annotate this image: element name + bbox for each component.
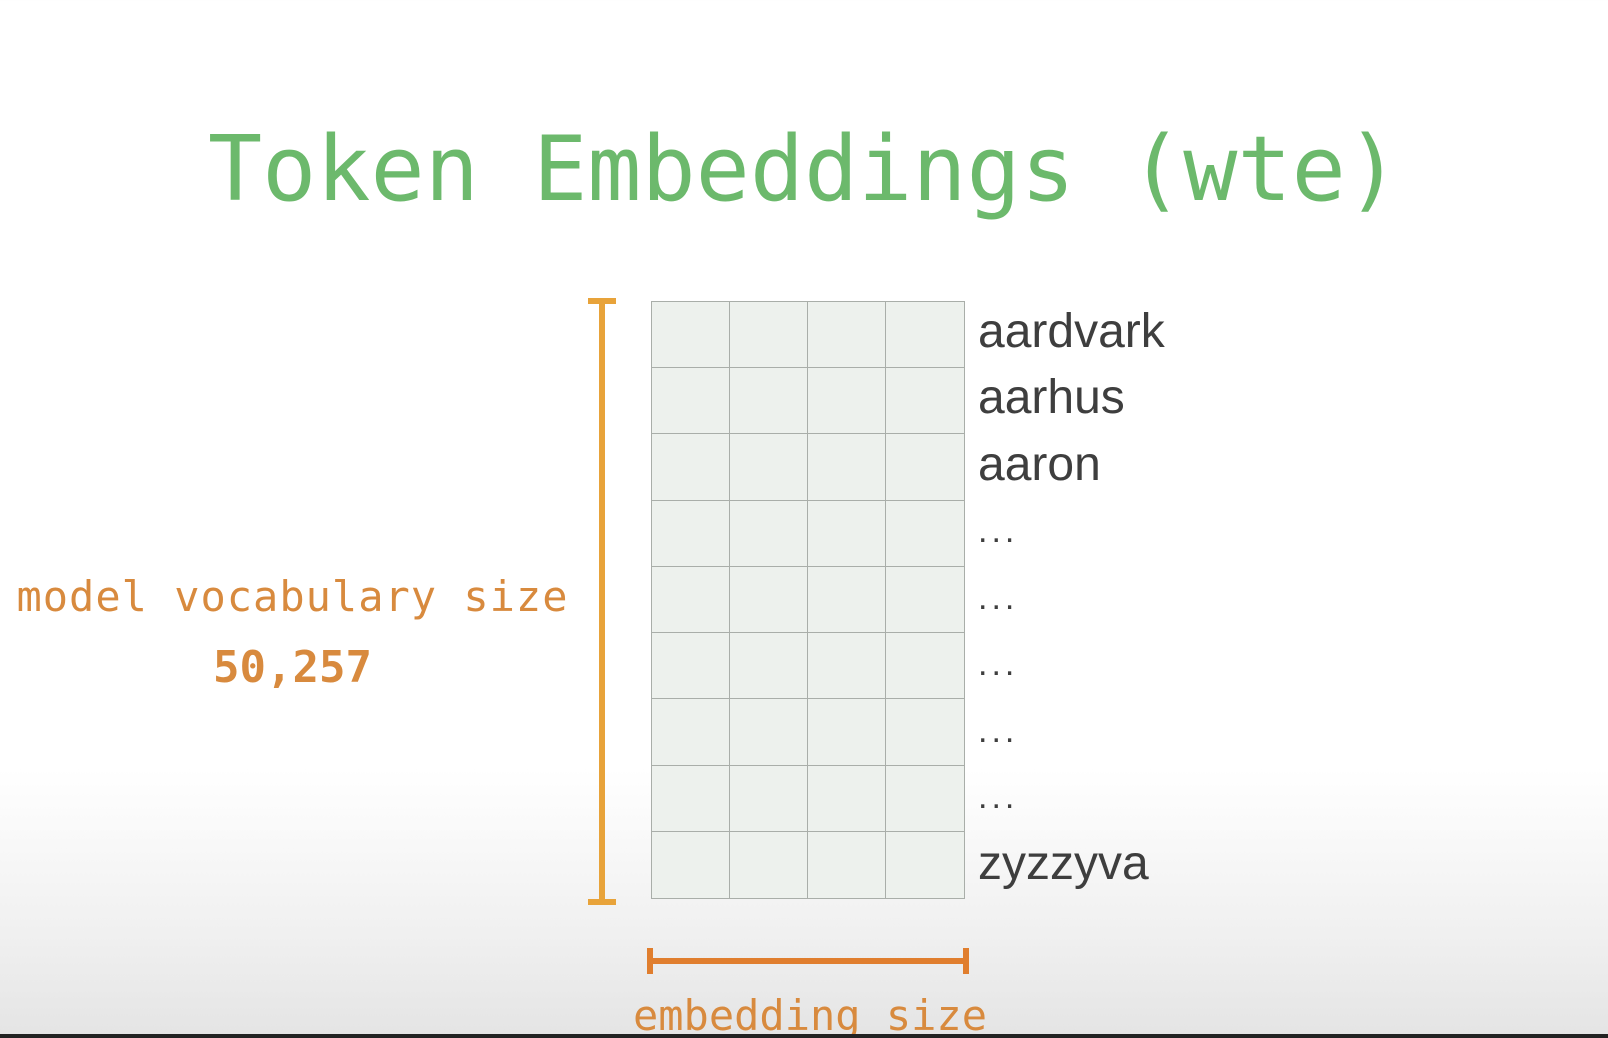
matrix-cell	[652, 302, 730, 369]
embedding-bracket-right-cap	[963, 948, 969, 974]
matrix-cell	[652, 633, 730, 700]
matrix-cell	[730, 566, 808, 634]
matrix-cell	[886, 302, 964, 369]
matrix-cell	[730, 633, 808, 700]
matrix-cell	[808, 765, 886, 832]
matrix-cell	[730, 831, 808, 898]
matrix-cell	[730, 500, 808, 567]
matrix-cell	[652, 368, 730, 435]
matrix-cell	[808, 699, 886, 766]
vocab-bracket-top-cap	[588, 298, 616, 304]
matrix-cell	[886, 699, 964, 766]
vocab-size-value: 50,257	[213, 642, 372, 693]
token-label: ...	[978, 778, 1019, 817]
matrix-cell	[886, 500, 964, 567]
matrix-cell	[652, 831, 730, 898]
embedding-matrix	[651, 301, 965, 899]
embedding-size-label: embedding size	[632, 991, 987, 1038]
matrix-cell	[886, 566, 964, 634]
vocab-size-label: model vocabulary size	[16, 572, 569, 621]
matrix-cell	[652, 500, 730, 567]
token-label: ...	[978, 578, 1019, 617]
vocab-bracket-line	[599, 300, 605, 902]
matrix-cell	[730, 765, 808, 832]
matrix-cell	[808, 368, 886, 435]
slide-title: Token Embeddings (wte)	[207, 117, 1401, 222]
token-label: ...	[978, 512, 1019, 551]
matrix-cell	[808, 434, 886, 501]
matrix-cell	[808, 500, 886, 567]
vocab-bracket-bottom-cap	[588, 899, 616, 905]
matrix-cell	[652, 765, 730, 832]
matrix-cell	[808, 302, 886, 369]
token-label: aardvark	[978, 305, 1165, 358]
matrix-cell	[808, 831, 886, 898]
embedding-bracket-left-cap	[647, 948, 653, 974]
matrix-cell	[652, 434, 730, 501]
matrix-cell	[730, 368, 808, 435]
matrix-cell	[730, 302, 808, 369]
matrix-cell	[808, 566, 886, 634]
matrix-cell	[652, 566, 730, 634]
token-label: ...	[978, 645, 1019, 684]
token-label: aaron	[978, 437, 1101, 491]
matrix-cell	[886, 368, 964, 435]
matrix-cell	[886, 831, 964, 898]
bottom-edge	[0, 1034, 1608, 1038]
matrix-cell	[886, 434, 964, 501]
matrix-cell	[808, 633, 886, 700]
token-label: zyzzyva	[978, 836, 1149, 890]
matrix-cell	[652, 699, 730, 766]
token-label: aarhus	[978, 371, 1125, 425]
embedding-bracket-line	[647, 958, 967, 964]
matrix-cell	[730, 434, 808, 501]
token-label: ...	[978, 711, 1019, 750]
matrix-cell	[886, 633, 964, 700]
matrix-cell	[886, 765, 964, 832]
matrix-cell	[730, 699, 808, 766]
